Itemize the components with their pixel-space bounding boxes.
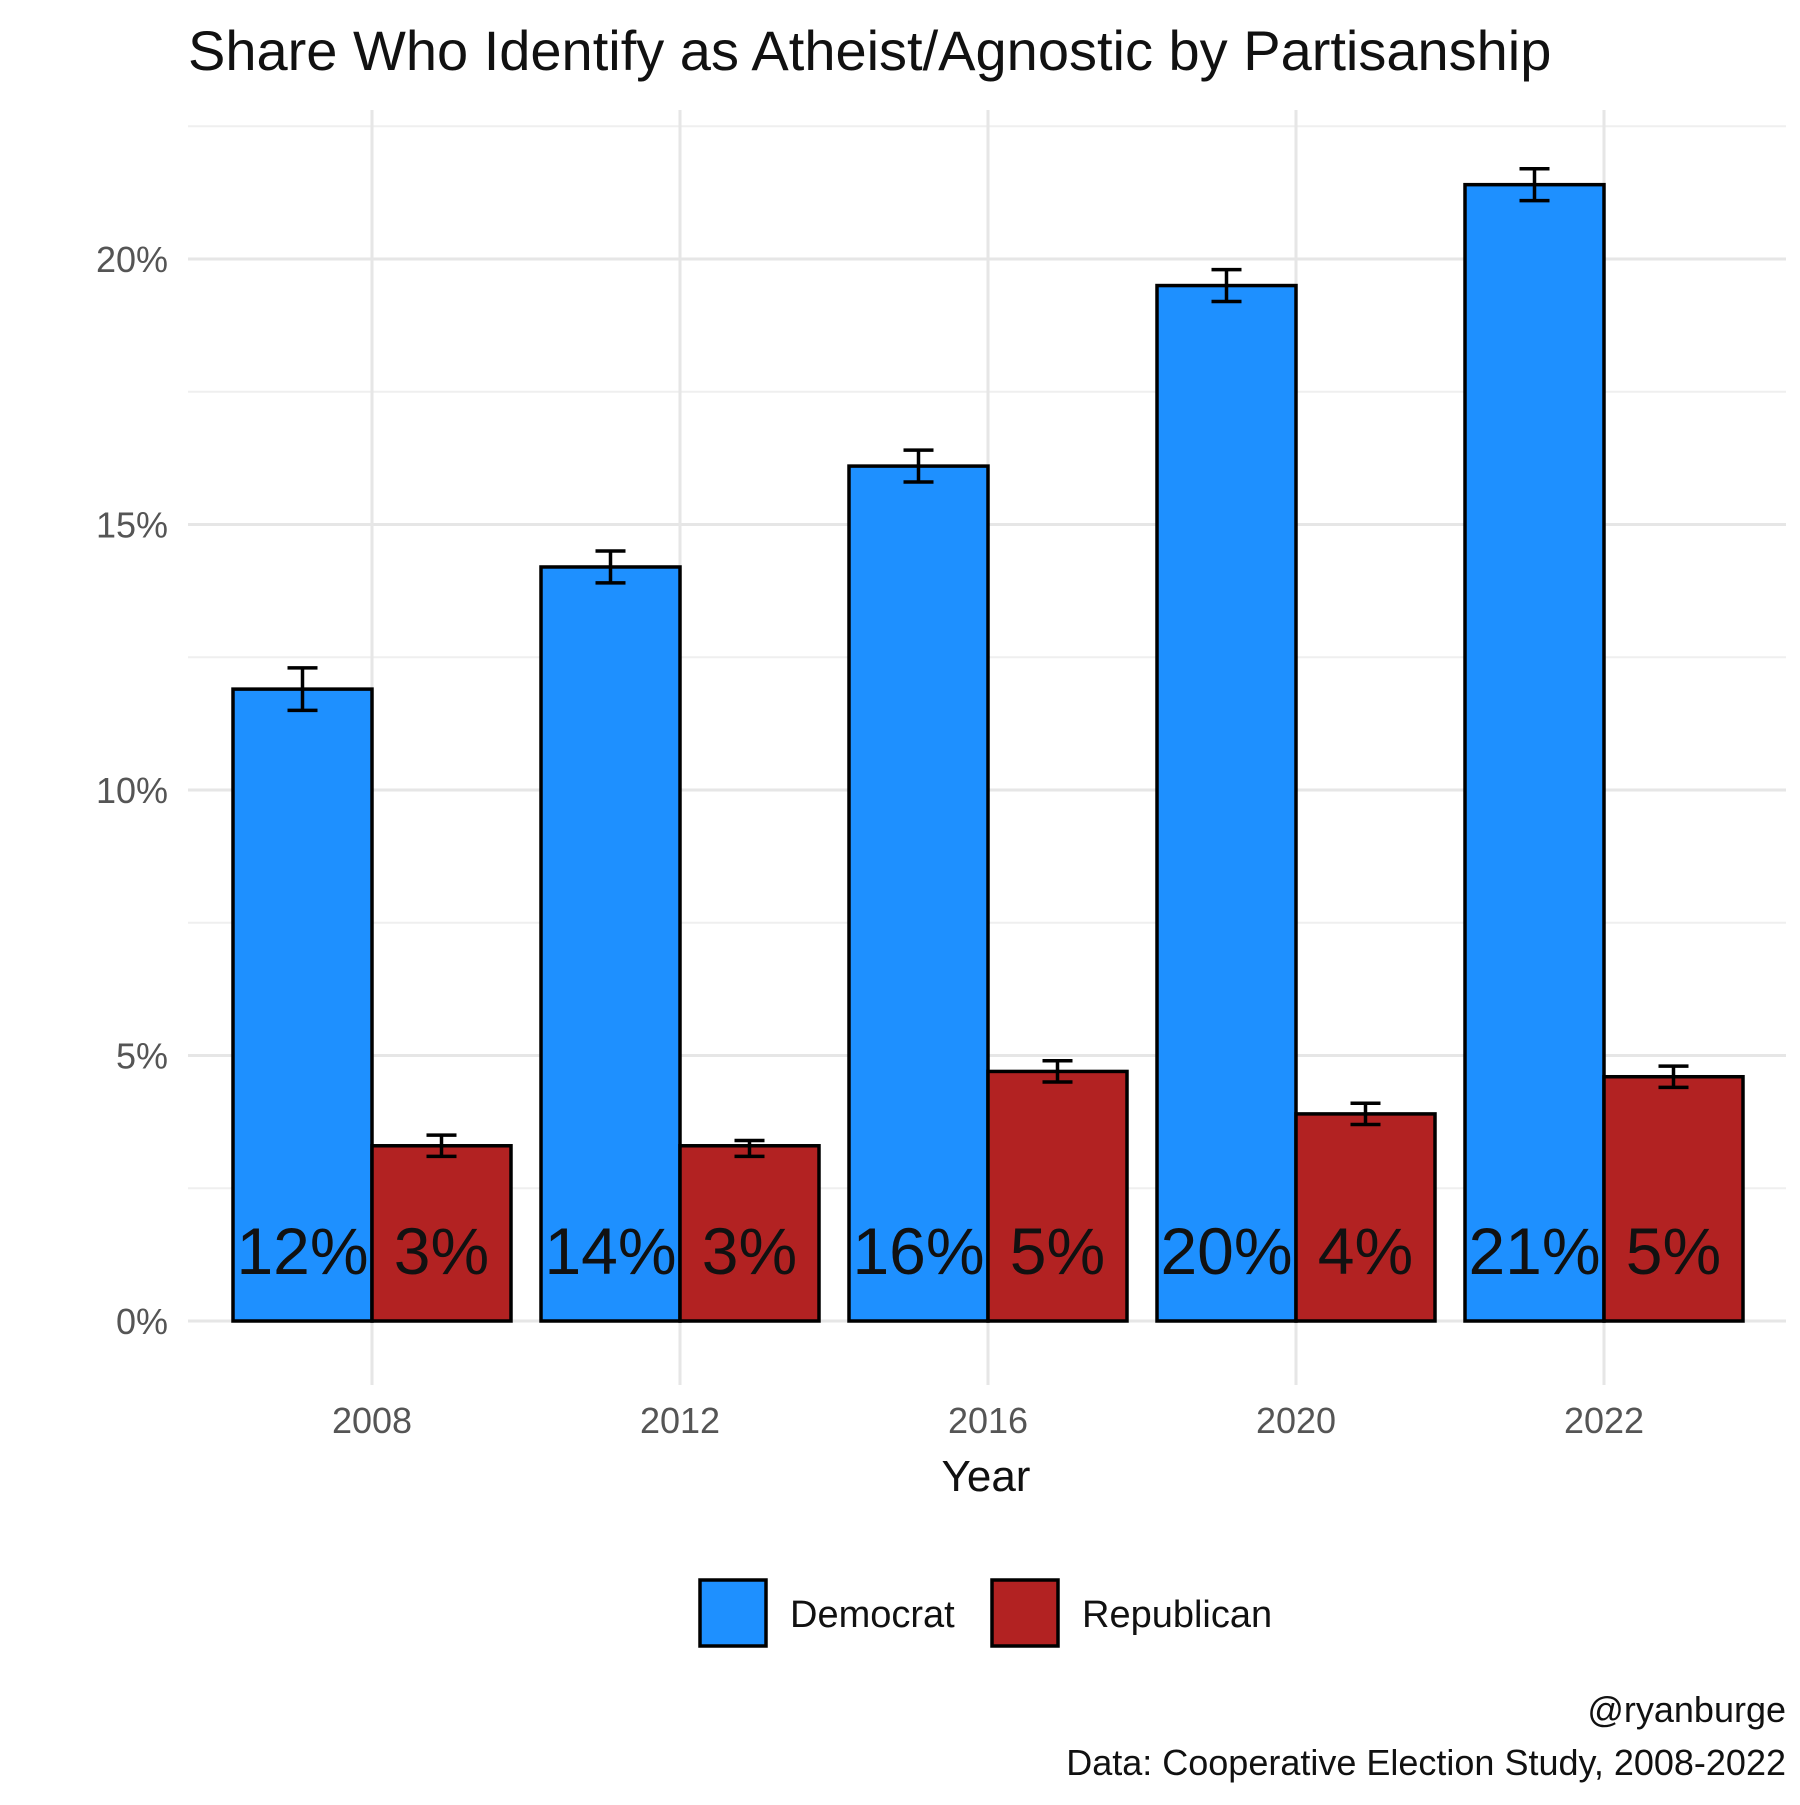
error-bar bbox=[595, 549, 626, 585]
data-label: 20% bbox=[1160, 1214, 1292, 1288]
legend-label: Republican bbox=[1082, 1594, 1272, 1636]
error-bar bbox=[734, 1138, 765, 1159]
error-bar bbox=[1519, 166, 1550, 203]
bar-value-labels: 12% 14% 16% 20% 21% 3% 3% 5% 4% 5% bbox=[236, 1214, 1721, 1288]
republican-bar bbox=[1294, 1112, 1437, 1323]
democrat-bar bbox=[231, 687, 374, 1323]
data-label: 4% bbox=[1318, 1214, 1413, 1288]
democrat-bar bbox=[539, 565, 682, 1323]
caption-source: Data: Cooperative Election Study, 2008-2… bbox=[1066, 1742, 1786, 1783]
x-tick-label: 2012 bbox=[640, 1400, 720, 1441]
data-label: 5% bbox=[1010, 1214, 1105, 1288]
y-tick-label: 5% bbox=[116, 1036, 168, 1077]
axes: 0% 5% 10% 15% 20% 2008 2012 2016 2020 2022 bbox=[96, 239, 1644, 1441]
democrat-bar bbox=[847, 464, 990, 1323]
x-tick-label: 2020 bbox=[1256, 1400, 1336, 1441]
x-tick-label: 2008 bbox=[332, 1400, 412, 1441]
error-bars bbox=[287, 166, 1689, 1159]
data-label: 12% bbox=[236, 1214, 368, 1288]
error-bar bbox=[287, 666, 318, 713]
error-bar bbox=[1042, 1059, 1073, 1084]
error-bar bbox=[903, 448, 934, 484]
error-bar bbox=[1350, 1101, 1381, 1127]
x-tick-label: 2016 bbox=[948, 1400, 1028, 1441]
y-tick-label: 20% bbox=[96, 239, 168, 280]
democrat-bar bbox=[1155, 283, 1298, 1323]
data-label: 16% bbox=[852, 1214, 984, 1288]
data-label: 3% bbox=[394, 1214, 489, 1288]
y-tick-label: 10% bbox=[96, 770, 168, 811]
democrat-bar bbox=[1463, 182, 1606, 1323]
data-label: 21% bbox=[1468, 1214, 1600, 1288]
error-bar bbox=[1211, 267, 1242, 304]
x-tick-label: 2022 bbox=[1564, 1400, 1644, 1441]
legend-swatch-democrat bbox=[698, 1578, 768, 1648]
y-tick-label: 0% bbox=[116, 1301, 168, 1342]
republican-bar bbox=[986, 1069, 1129, 1323]
y-tick-label: 15% bbox=[96, 505, 168, 546]
bars bbox=[231, 182, 1745, 1323]
republican-bar bbox=[1602, 1074, 1745, 1323]
caption-handle: @ryanburge bbox=[1587, 1689, 1786, 1730]
legend: Democrat Republican bbox=[698, 1578, 1272, 1648]
error-bar bbox=[1658, 1064, 1689, 1090]
x-axis-title: Year bbox=[942, 1452, 1031, 1501]
legend-label: Democrat bbox=[790, 1594, 955, 1636]
data-label: 14% bbox=[544, 1214, 676, 1288]
chart-title: Share Who Identify as Atheist/Agnostic b… bbox=[188, 19, 1551, 82]
data-label: 3% bbox=[702, 1214, 797, 1288]
data-label: 5% bbox=[1626, 1214, 1721, 1288]
error-bar bbox=[426, 1133, 457, 1159]
republican-bar bbox=[370, 1144, 513, 1323]
legend-swatch-republican bbox=[990, 1578, 1060, 1648]
